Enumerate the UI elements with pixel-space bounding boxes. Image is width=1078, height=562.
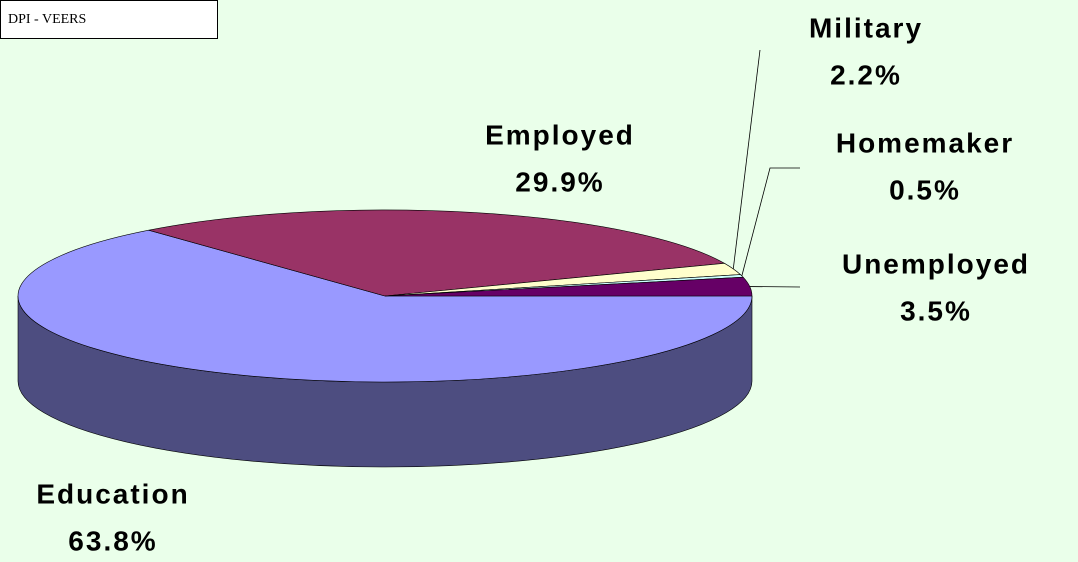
- slice-label: Unemployed: [842, 248, 1030, 279]
- title-box: [0, 0, 218, 39]
- slice-label: Employed: [485, 119, 635, 150]
- slice-value-label: 2.2%: [830, 59, 902, 90]
- pie-slice: [148, 209, 726, 297]
- leader-line: [741, 167, 800, 277]
- slice-value-label: 0.5%: [889, 174, 961, 205]
- slice-value-label: 63.8%: [68, 525, 157, 556]
- slice-label: Homemaker: [836, 127, 1014, 158]
- slice-value-label: 29.9%: [515, 166, 604, 197]
- chart-title: DPI - VEERS: [8, 12, 86, 27]
- leader-line: [732, 49, 761, 269]
- pie-slice: [17, 229, 753, 383]
- slice-label: Education: [36, 478, 189, 509]
- slice-label: Military: [809, 12, 923, 43]
- slice-value-label: 3.5%: [900, 295, 972, 326]
